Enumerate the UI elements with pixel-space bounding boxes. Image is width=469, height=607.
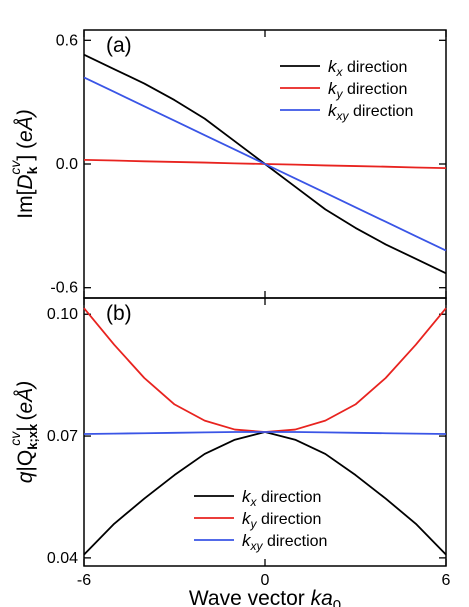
y-tick-label: 0.04 <box>47 550 78 567</box>
legend-entry: kxy direction <box>328 101 413 123</box>
x-tick-label: 6 <box>442 572 451 589</box>
y-tick-label: 0.0 <box>56 156 78 173</box>
panel-label: (b) <box>106 302 132 325</box>
legend-entry: kxy direction <box>242 531 327 553</box>
x-tick-label: -6 <box>77 572 91 589</box>
legend-entry: ky direction <box>242 509 321 531</box>
y-tick-label: 0.10 <box>47 306 78 323</box>
legend-entry: ky direction <box>328 79 407 101</box>
legend-entry: kx direction <box>242 487 321 509</box>
axis-titles: -6 0 6 Wave vector ka0 Im[Dkcv] (eÅ) q|Qk;xxc… <box>7 109 451 607</box>
y-tick-label: -0.6 <box>50 280 78 297</box>
y-tick-label: 0.07 <box>47 428 78 445</box>
panel-label: (a) <box>106 34 132 57</box>
x-axis-title: Wave vector ka0 <box>189 587 341 607</box>
y-tick-label: 0.6 <box>56 32 78 49</box>
legend-entry: kx direction <box>328 57 407 79</box>
y-axis-title-b: q|Qk;xxcv| (eÅ) <box>7 381 40 484</box>
series-line-ky <box>83 307 447 433</box>
series-line-kxy <box>83 76 447 252</box>
series-line-kxy <box>83 431 447 435</box>
x-tick-label: 0 <box>261 572 270 589</box>
y-axis-title-a: Im[Dkcv] (eÅ) <box>7 109 40 219</box>
